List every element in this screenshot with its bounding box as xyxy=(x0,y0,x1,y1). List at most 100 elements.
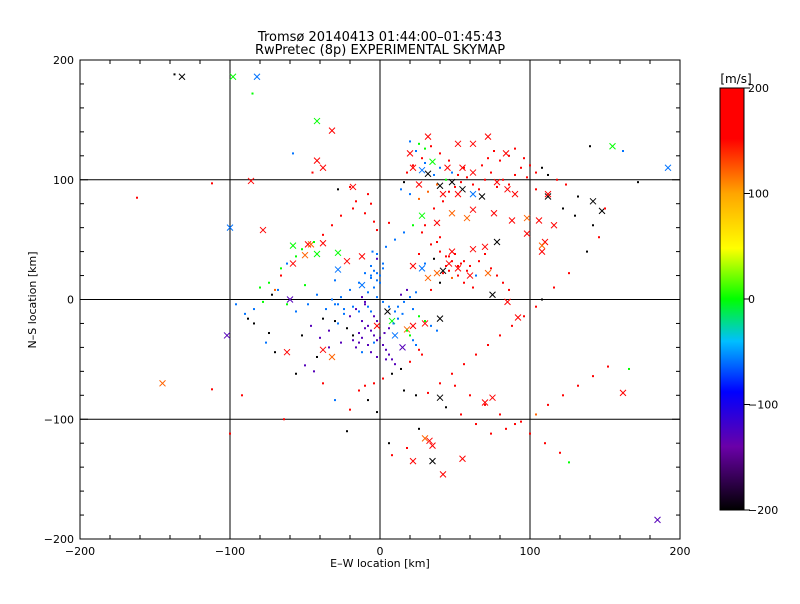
data-point-dot xyxy=(547,173,549,176)
data-point-dot xyxy=(577,384,579,387)
data-point-dot xyxy=(523,315,525,318)
colorbar-ticks: 200 100 0 −100 −200 xyxy=(744,82,778,517)
data-point-dot xyxy=(433,257,435,260)
data-point-x xyxy=(373,322,381,330)
data-point-dot xyxy=(211,182,213,185)
data-point-x xyxy=(429,158,436,166)
data-point-dot xyxy=(322,317,324,320)
data-point-dot xyxy=(403,389,405,392)
data-point-dot xyxy=(355,346,357,349)
data-point-x xyxy=(424,170,432,178)
data-point-dot xyxy=(340,296,342,299)
data-point-dot xyxy=(535,188,537,191)
data-point-dot xyxy=(454,185,456,188)
data-point-dot xyxy=(520,166,522,169)
data-point-dot xyxy=(383,332,386,335)
data-point-dot xyxy=(514,147,516,150)
chart-title: Tromsø 20140413 01:44:00–01:45:43 xyxy=(257,30,502,45)
data-point-dot xyxy=(268,281,270,284)
data-point-dot xyxy=(412,164,414,167)
data-point-dot xyxy=(436,329,438,332)
data-point-dot xyxy=(271,293,273,296)
data-point-dot xyxy=(403,181,405,184)
data-point-x xyxy=(619,389,627,397)
data-point-dot xyxy=(598,236,600,239)
data-point-dot xyxy=(406,171,408,174)
data-point-dot xyxy=(376,279,378,282)
data-point-dot xyxy=(604,207,606,210)
data-point-dot xyxy=(424,262,426,265)
data-point-dot xyxy=(439,152,441,155)
data-point-dot xyxy=(376,257,378,260)
data-point-x xyxy=(484,133,492,140)
data-point-x xyxy=(469,190,477,198)
data-point-x xyxy=(439,190,447,198)
data-point-dot xyxy=(433,207,435,210)
data-point-dot xyxy=(427,391,429,394)
data-point-dot xyxy=(421,157,423,160)
data-point-dot xyxy=(478,260,480,263)
data-point-dot xyxy=(310,324,312,327)
data-point-dot xyxy=(340,341,342,344)
data-point-x xyxy=(229,73,237,81)
data-point-dot xyxy=(268,332,270,335)
data-point-dot xyxy=(475,423,477,426)
data-point-dot xyxy=(415,344,417,347)
data-point-dot xyxy=(628,367,630,370)
data-point-dot xyxy=(463,281,465,284)
data-point-dot xyxy=(460,413,462,416)
data-point-dot xyxy=(541,166,543,169)
data-point-dot xyxy=(418,252,420,255)
data-point-dot xyxy=(418,315,420,318)
data-point-dot xyxy=(304,284,306,287)
data-point-x xyxy=(466,272,474,279)
data-point-dot xyxy=(520,420,522,423)
data-point-x xyxy=(424,133,432,140)
data-point-dot xyxy=(334,279,336,282)
data-point-dot xyxy=(349,315,351,318)
data-point-dot xyxy=(388,442,390,445)
data-point-dot xyxy=(568,272,570,275)
data-point-x xyxy=(328,127,336,135)
data-point-dot xyxy=(445,264,447,267)
data-point-dot xyxy=(331,298,333,301)
data-point-dot xyxy=(373,341,375,344)
data-point-dot xyxy=(331,224,333,227)
data-point-x xyxy=(426,437,433,445)
data-point-x xyxy=(490,209,498,217)
data-point-x xyxy=(448,209,456,217)
data-point-x xyxy=(415,181,423,188)
data-point-dot xyxy=(379,281,381,284)
data-point-dot xyxy=(562,394,564,397)
data-point-dot xyxy=(251,92,254,95)
data-point-dot xyxy=(328,346,330,349)
data-point-x xyxy=(429,442,436,449)
data-point-dot xyxy=(403,300,405,303)
data-point-x xyxy=(489,394,496,402)
data-point-dot xyxy=(487,344,489,347)
data-point-x xyxy=(429,457,436,465)
data-point-dot xyxy=(388,353,390,356)
data-point-dot xyxy=(295,255,297,258)
data-point-dot xyxy=(376,296,378,299)
data-point-dot xyxy=(547,403,549,406)
data-point-dot xyxy=(367,291,369,294)
data-point-dot xyxy=(526,176,528,179)
data-point-dot xyxy=(472,183,474,186)
data-point-x xyxy=(409,457,417,465)
data-point-dot xyxy=(376,272,378,275)
data-point-dot xyxy=(496,185,498,188)
data-point-dot xyxy=(529,164,531,167)
data-point-dot xyxy=(448,190,450,193)
data-point-dot xyxy=(421,353,423,356)
data-point-x xyxy=(313,157,321,164)
data-point-dot xyxy=(556,178,558,181)
data-point-dot xyxy=(358,310,360,313)
data-point-dot xyxy=(385,245,387,248)
data-point-x xyxy=(301,251,309,259)
data-point-dot xyxy=(277,288,279,291)
data-point-dot xyxy=(247,317,249,320)
data-point-dot xyxy=(412,339,414,342)
data-point-dot xyxy=(592,224,594,227)
